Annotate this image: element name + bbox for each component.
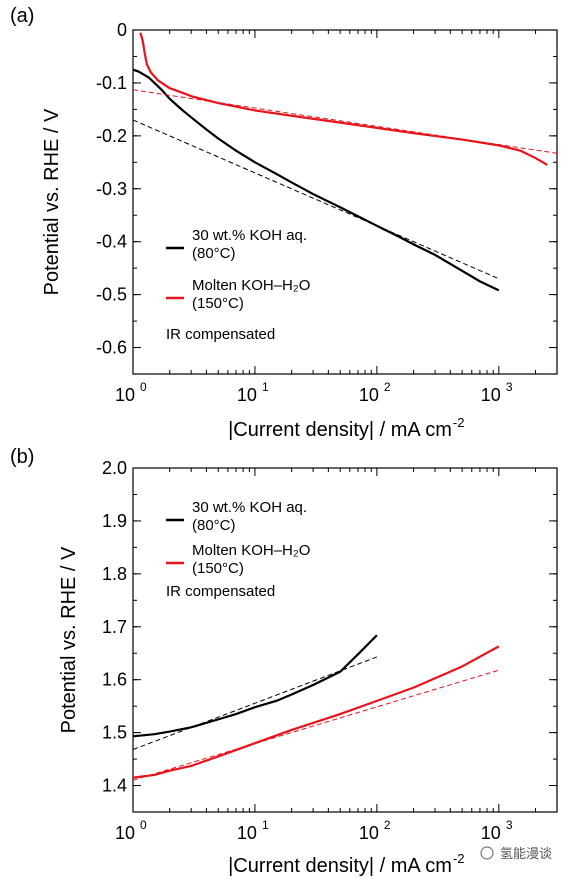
legend-label: Molten KOH–H₂O — [192, 277, 310, 294]
ir-note: IR compensated — [166, 326, 275, 343]
x-ticks — [132, 30, 558, 374]
plot-frame — [132, 467, 558, 813]
y-tick-label: 2.0 — [102, 458, 127, 478]
legend-label-temp: (80°C) — [192, 245, 236, 262]
x-tick-exponent: 2 — [384, 380, 391, 394]
y-tick-label: 1.4 — [102, 776, 127, 796]
x-axis-title-sup: -2 — [453, 415, 465, 430]
watermark-text: 氢能漫谈 — [500, 847, 552, 862]
x-tick-exponent: 3 — [506, 818, 513, 832]
y-tick-label: -0.1 — [96, 73, 127, 93]
tafel-fit-line — [133, 119, 500, 280]
plot-frame — [132, 29, 558, 375]
x-tick-label: 10 — [237, 385, 257, 405]
x-tick-label: 10 — [359, 385, 379, 405]
y-tick-label: 0 — [117, 20, 127, 40]
x-tick-label: 10 — [359, 823, 379, 843]
panel-label: (b) — [10, 446, 34, 468]
series-line — [133, 645, 500, 779]
panel-a: (a) 10 0 10 1 10 2 10 3 0 -0.1 -0.2 -0.3 -0.4 -0.5 -0.6… — [10, 5, 558, 441]
ir-note: IR compensated — [166, 583, 275, 600]
x-ticks — [132, 468, 558, 812]
y-tick-label: -0.6 — [96, 338, 127, 358]
x-axis-title-sup: -2 — [453, 851, 465, 866]
series-line — [133, 634, 378, 738]
x-tick-exponent: 3 — [506, 380, 513, 394]
y-tick-label: 1.8 — [102, 564, 127, 584]
y-tick-label: -0.3 — [96, 179, 127, 199]
y-axis-title: Potential vs. RHE / V — [58, 546, 80, 733]
legend-label-temp: (150°C) — [192, 295, 244, 312]
x-axis-title: |Current density| / mA cm — [228, 855, 452, 877]
y-tick-label: 1.6 — [102, 670, 127, 690]
x-tick-exponent: 0 — [140, 380, 147, 394]
x-tick-exponent: 1 — [262, 380, 269, 394]
x-tick-exponent: 1 — [262, 818, 269, 832]
series-group — [133, 634, 500, 781]
series-line — [133, 68, 500, 292]
tafel-fit-line — [133, 669, 499, 781]
y-axis-title: Potential vs. RHE / V — [41, 108, 63, 295]
legend-label: Molten KOH–H₂O — [192, 542, 310, 559]
x-tick-label: 10 — [481, 385, 501, 405]
x-tick-exponent: 0 — [140, 818, 147, 832]
x-tick-label: 10 — [115, 385, 135, 405]
y-tick-label: -0.4 — [96, 232, 127, 252]
legend-label: 30 wt.% KOH aq. — [192, 227, 307, 244]
x-tick-label: 10 — [115, 823, 135, 843]
y-tick-label: 1.9 — [102, 511, 127, 531]
y-tick-label: 1.5 — [102, 723, 127, 743]
x-tick-exponent: 2 — [384, 818, 391, 832]
legend-label: 30 wt.% KOH aq. — [192, 499, 307, 516]
watermark-icon — [480, 846, 494, 860]
x-axis-title: |Current density| / mA cm — [228, 419, 452, 441]
series-group — [133, 32, 557, 292]
panel-label: (a) — [10, 5, 34, 27]
y-tick-label: 1.7 — [102, 617, 127, 637]
x-tick-label: 10 — [481, 823, 501, 843]
series-line — [139, 32, 548, 166]
legend-label-temp: (150°C) — [192, 560, 244, 577]
y-tick-label: -0.2 — [96, 126, 127, 146]
tafel-fit-line — [133, 656, 378, 751]
x-tick-label: 10 — [237, 823, 257, 843]
panel-b: (b) 10 0 10 1 10 2 10 3 1.4 1.5 1.6 1.7 1.8 1.9 2.0 |Cur… — [10, 446, 558, 877]
legend-label-temp: (80°C) — [192, 517, 236, 534]
y-tick-label: -0.5 — [96, 285, 127, 305]
